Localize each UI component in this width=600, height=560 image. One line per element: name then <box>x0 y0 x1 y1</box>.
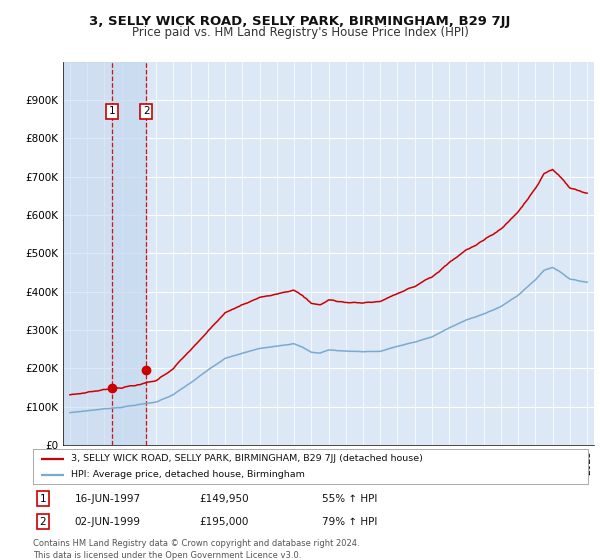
Text: 79% ↑ HPI: 79% ↑ HPI <box>322 517 377 526</box>
Text: 2: 2 <box>143 106 149 116</box>
Text: 2: 2 <box>40 517 46 526</box>
Text: 02-JUN-1999: 02-JUN-1999 <box>74 517 140 526</box>
Text: £195,000: £195,000 <box>199 517 249 526</box>
Text: 16-JUN-1997: 16-JUN-1997 <box>74 494 141 503</box>
Bar <box>63 62 112 445</box>
Text: 3, SELLY WICK ROAD, SELLY PARK, BIRMINGHAM, B29 7JJ (detached house): 3, SELLY WICK ROAD, SELLY PARK, BIRMINGH… <box>71 454 422 463</box>
Text: HPI: Average price, detached house, Birmingham: HPI: Average price, detached house, Birm… <box>71 470 305 479</box>
Text: Price paid vs. HM Land Registry's House Price Index (HPI): Price paid vs. HM Land Registry's House … <box>131 26 469 39</box>
Text: 3, SELLY WICK ROAD, SELLY PARK, BIRMINGHAM, B29 7JJ: 3, SELLY WICK ROAD, SELLY PARK, BIRMINGH… <box>89 15 511 27</box>
Text: Contains HM Land Registry data © Crown copyright and database right 2024.
This d: Contains HM Land Registry data © Crown c… <box>33 539 359 559</box>
Text: 1: 1 <box>109 106 116 116</box>
Text: £149,950: £149,950 <box>199 494 249 503</box>
Bar <box>112 62 146 445</box>
Text: 55% ↑ HPI: 55% ↑ HPI <box>322 494 377 503</box>
Text: 1: 1 <box>40 494 46 503</box>
